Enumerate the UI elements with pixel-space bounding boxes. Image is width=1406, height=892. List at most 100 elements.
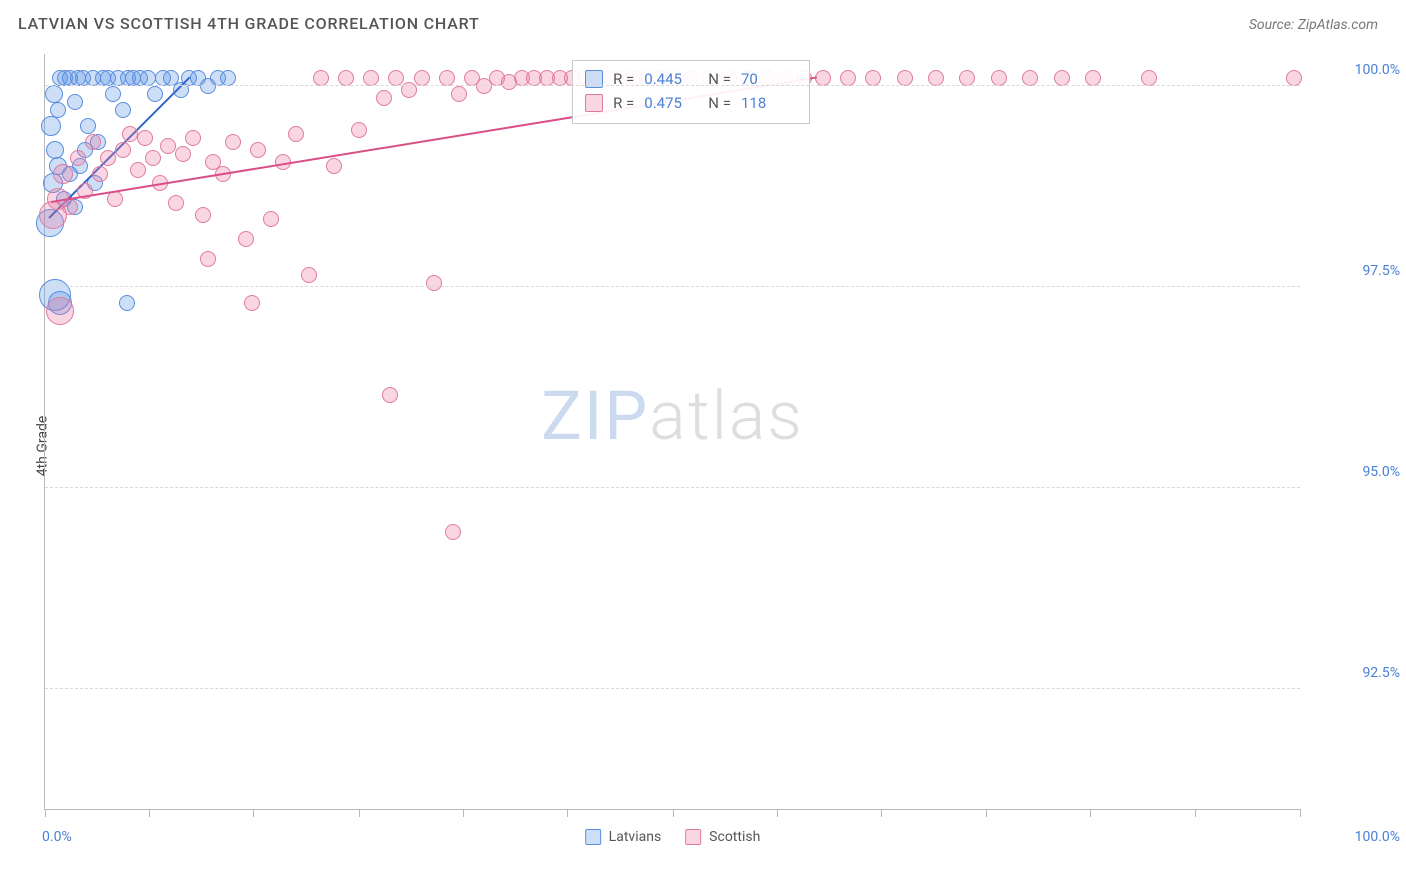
x-tick-mark	[1300, 809, 1301, 817]
data-point-scottish[interactable]	[46, 297, 74, 325]
data-point-scottish[interactable]	[85, 134, 101, 150]
data-point-scottish[interactable]	[62, 199, 78, 215]
data-point-scottish[interactable]	[313, 70, 329, 86]
data-point-scottish[interactable]	[991, 70, 1007, 86]
data-point-scottish[interactable]	[92, 166, 108, 182]
x-tick-mark	[253, 809, 254, 817]
data-point-latvians[interactable]	[147, 86, 163, 102]
x-tick-mark	[1195, 809, 1196, 817]
grid-line	[45, 688, 1300, 689]
data-point-scottish[interactable]	[137, 130, 153, 146]
data-point-latvians[interactable]	[80, 118, 96, 134]
data-point-scottish[interactable]	[1085, 70, 1101, 86]
data-point-scottish[interactable]	[351, 122, 367, 138]
x-tick-mark	[149, 809, 150, 817]
data-point-scottish[interactable]	[145, 150, 161, 166]
source-prefix: Source:	[1249, 17, 1298, 33]
data-point-scottish[interactable]	[1141, 70, 1157, 86]
legend-swatch-latvians	[585, 829, 601, 845]
watermark-atlas: atlas	[649, 376, 804, 456]
data-point-scottish[interactable]	[363, 70, 379, 86]
y-tick-label: 100.0%	[1308, 62, 1400, 78]
stats-r-label: R =	[613, 67, 634, 91]
legend-label: Latvians	[609, 829, 662, 845]
source-link[interactable]: ZipAtlas.com	[1298, 17, 1378, 33]
data-point-scottish[interactable]	[238, 231, 254, 247]
data-point-scottish[interactable]	[175, 146, 191, 162]
stats-box: R =0.445N =70R =0.475N =118	[572, 60, 810, 124]
title-row: LATVIAN VS SCOTTISH 4TH GRADE CORRELATIO…	[0, 0, 1406, 33]
legend-item-scottish[interactable]: Scottish	[685, 829, 760, 845]
data-point-scottish[interactable]	[439, 70, 455, 86]
data-point-scottish[interactable]	[53, 164, 73, 184]
data-point-scottish[interactable]	[426, 275, 442, 291]
data-point-scottish[interactable]	[100, 150, 116, 166]
x-tick-mark	[986, 809, 987, 817]
data-point-scottish[interactable]	[1054, 70, 1070, 86]
stats-n-label: N =	[708, 67, 731, 91]
data-point-latvians[interactable]	[45, 85, 63, 103]
data-point-scottish[interactable]	[160, 138, 176, 154]
plot-area: ZIPatlas	[45, 54, 1300, 809]
data-point-latvians[interactable]	[105, 86, 121, 102]
data-point-scottish[interactable]	[115, 142, 131, 158]
y-tick-label: 97.5%	[1308, 263, 1400, 279]
data-point-latvians[interactable]	[115, 102, 131, 118]
data-point-latvians[interactable]	[119, 295, 135, 311]
data-point-scottish[interactable]	[445, 524, 461, 540]
x-tick-mark	[463, 809, 464, 817]
stats-n-label: N =	[708, 91, 731, 115]
data-point-scottish[interactable]	[897, 70, 913, 86]
data-point-latvians[interactable]	[220, 70, 236, 86]
x-tick-mark	[45, 809, 46, 817]
x-tick-mark	[777, 809, 778, 817]
grid-line	[45, 487, 1300, 488]
data-point-scottish[interactable]	[168, 195, 184, 211]
data-point-scottish[interactable]	[326, 158, 342, 174]
x-tick-mark	[567, 809, 568, 817]
grid-line	[45, 85, 1300, 86]
data-point-scottish[interactable]	[250, 142, 266, 158]
data-point-scottish[interactable]	[376, 90, 392, 106]
data-point-scottish[interactable]	[840, 70, 856, 86]
data-point-latvians[interactable]	[41, 116, 61, 136]
chart-container: LATVIAN VS SCOTTISH 4TH GRADE CORRELATIO…	[0, 0, 1406, 892]
stats-r-label: R =	[613, 91, 634, 115]
source-attribution: Source: ZipAtlas.com	[1249, 17, 1378, 33]
data-point-scottish[interactable]	[200, 251, 216, 267]
data-point-scottish[interactable]	[185, 130, 201, 146]
legend-item-latvians[interactable]: Latvians	[585, 829, 662, 845]
stats-n-value: 118	[741, 91, 795, 115]
watermark-zip: ZIP	[541, 376, 649, 456]
data-point-scottish[interactable]	[959, 70, 975, 86]
data-point-scottish[interactable]	[244, 295, 260, 311]
data-point-scottish[interactable]	[130, 162, 146, 178]
data-point-scottish[interactable]	[928, 70, 944, 86]
legend-label: Scottish	[709, 829, 760, 845]
data-point-scottish[interactable]	[382, 387, 398, 403]
data-point-scottish[interactable]	[414, 70, 430, 86]
data-point-scottish[interactable]	[451, 86, 467, 102]
x-axis-min-label: 0.0%	[42, 829, 72, 845]
x-tick-mark	[1090, 809, 1091, 817]
data-point-latvians[interactable]	[67, 94, 83, 110]
data-point-scottish[interactable]	[195, 207, 211, 223]
data-point-scottish[interactable]	[338, 70, 354, 86]
data-point-scottish[interactable]	[1286, 70, 1302, 86]
data-point-latvians[interactable]	[140, 70, 156, 86]
data-point-scottish[interactable]	[865, 70, 881, 86]
stats-n-value: 70	[741, 67, 795, 91]
stats-swatch	[585, 94, 603, 112]
data-point-scottish[interactable]	[815, 70, 831, 86]
data-point-scottish[interactable]	[1022, 70, 1038, 86]
data-point-scottish[interactable]	[70, 150, 86, 166]
data-point-scottish[interactable]	[288, 126, 304, 142]
y-tick-label: 92.5%	[1308, 665, 1400, 681]
data-point-scottish[interactable]	[301, 267, 317, 283]
data-point-scottish[interactable]	[225, 134, 241, 150]
legend: Latvians Scottish	[585, 829, 761, 845]
data-point-scottish[interactable]	[263, 211, 279, 227]
data-point-scottish[interactable]	[122, 126, 138, 142]
grid-line	[45, 286, 1300, 287]
data-point-scottish[interactable]	[388, 70, 404, 86]
